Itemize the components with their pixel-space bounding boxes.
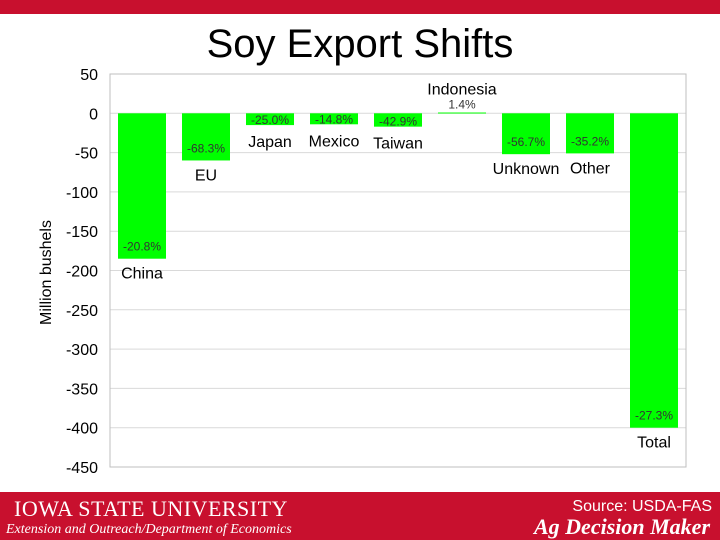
bar-unknown bbox=[502, 113, 550, 155]
data-label: 1.4% bbox=[448, 98, 476, 112]
data-label: -25.0% bbox=[251, 113, 289, 127]
bar-indonesia bbox=[438, 112, 486, 114]
y-tick-label: -300 bbox=[66, 342, 98, 359]
university-logo: IOWA STATE UNIVERSITY bbox=[14, 496, 288, 521]
y-tick-label: -200 bbox=[66, 264, 98, 281]
slide-title: Soy Export Shifts bbox=[206, 22, 514, 66]
data-label: -68.3% bbox=[187, 141, 225, 155]
bar-china bbox=[118, 113, 166, 259]
category-label: EU bbox=[195, 167, 217, 184]
bar-other bbox=[566, 113, 614, 154]
category-label: Indonesia bbox=[427, 82, 496, 99]
y-tick-label: -250 bbox=[66, 303, 98, 320]
bar-taiwan bbox=[374, 113, 422, 127]
bar-total bbox=[630, 113, 678, 428]
category-label: Japan bbox=[248, 134, 292, 151]
y-tick-label: -150 bbox=[66, 224, 98, 241]
data-label: -27.3% bbox=[635, 409, 673, 423]
y-tick-label: -400 bbox=[66, 421, 98, 438]
category-label: Mexico bbox=[309, 133, 360, 150]
data-label: -56.7% bbox=[507, 135, 545, 149]
y-tick-label: -350 bbox=[66, 381, 98, 398]
y-tick-label: 0 bbox=[89, 106, 98, 123]
category-label: China bbox=[121, 266, 163, 283]
data-label: -14.8% bbox=[315, 112, 353, 126]
source-note: Source: USDA-FAS bbox=[572, 498, 712, 515]
y-tick-label: -100 bbox=[66, 185, 98, 202]
bar-chart: 50 0 -50 -100 -150 -200 -250 -300 -350 -400 -450 Mi… bbox=[38, 67, 687, 477]
bar-eu bbox=[182, 113, 230, 161]
category-label: Other bbox=[570, 160, 611, 177]
y-axis-label: Million bushels bbox=[38, 220, 55, 325]
y-tick-label: 50 bbox=[80, 67, 98, 84]
data-label: -20.8% bbox=[123, 240, 161, 254]
category-label: Total bbox=[637, 435, 671, 452]
y-tick-label: -450 bbox=[66, 460, 98, 477]
footer-bar bbox=[0, 492, 720, 540]
department-text: Extension and Outreach/Department of Eco… bbox=[6, 522, 292, 537]
category-label: Taiwan bbox=[373, 136, 423, 153]
bar-mexico bbox=[310, 113, 358, 125]
data-label: -35.2% bbox=[571, 134, 609, 148]
brand-logo: Ag Decision Maker bbox=[534, 514, 710, 539]
top-accent-bar bbox=[0, 0, 720, 14]
plot-frame bbox=[109, 73, 687, 468]
y-tick-label: -50 bbox=[75, 146, 98, 163]
data-label: -42.9% bbox=[379, 115, 417, 129]
bar-japan bbox=[246, 113, 294, 126]
category-label: Unknown bbox=[493, 161, 560, 178]
